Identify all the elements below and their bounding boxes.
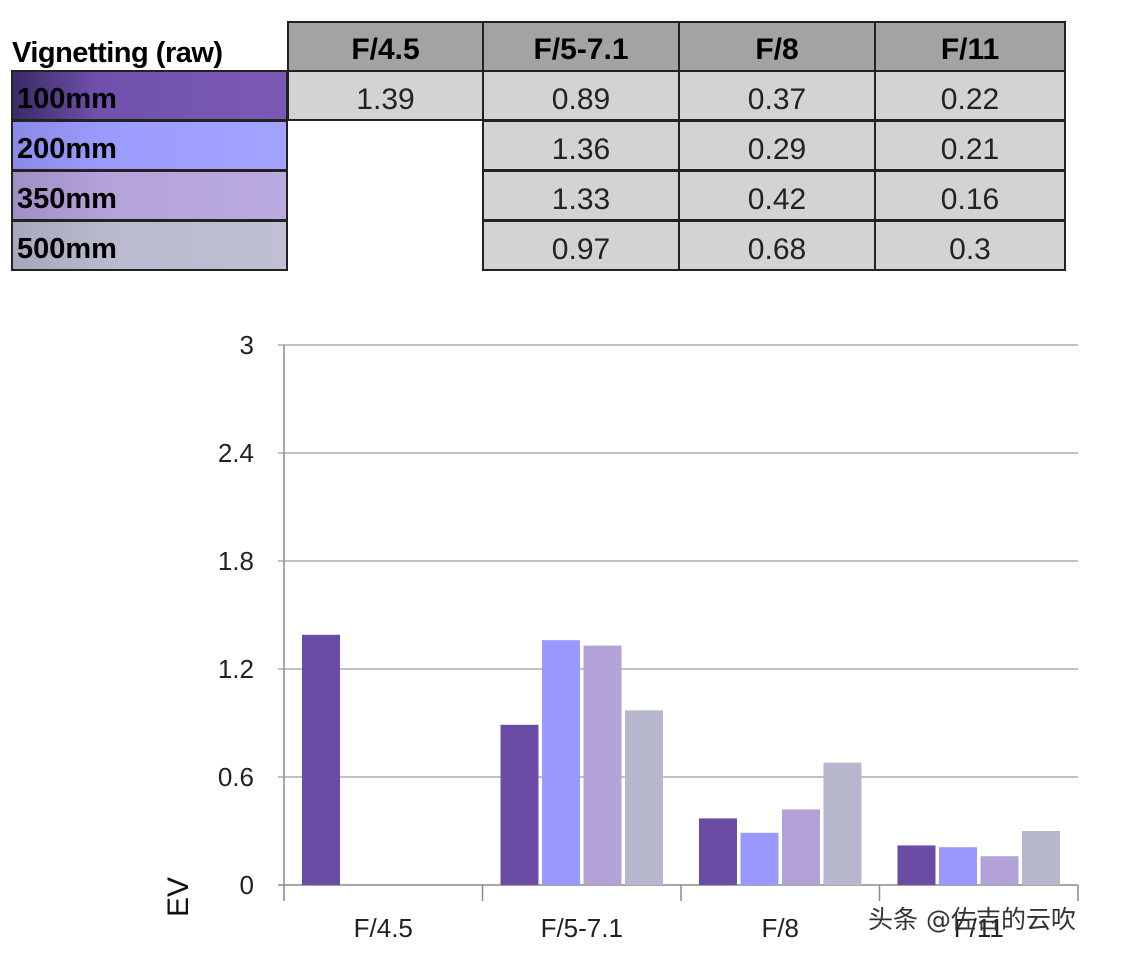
x-tick-label: F/5-7.1 <box>541 913 623 943</box>
watermark-text: 头条 @佐吉的云吹 <box>868 905 1076 934</box>
bar-100mm-f45 <box>302 634 340 885</box>
cell-100mm-f11: 0.22 <box>874 70 1066 121</box>
bar-350mm-f8 <box>782 809 820 885</box>
header-f5-7-1: F/5-7.1 <box>482 21 680 72</box>
cell-200mm-f8: 0.29 <box>678 120 876 171</box>
bar-200mm-f8 <box>740 832 779 885</box>
header-f8: F/8 <box>678 21 876 72</box>
bar-200mm-f11 <box>939 847 977 885</box>
bar-100mm-f8 <box>699 818 737 885</box>
bar-100mm-f571 <box>500 724 539 885</box>
x-tick-label: F/4.5 <box>354 913 413 943</box>
y-axis-title: EV <box>162 877 195 917</box>
gridlines <box>278 344 1078 778</box>
cell-200mm-f5-7-1: 1.36 <box>482 120 680 171</box>
bar-350mm-f11 <box>980 856 1019 885</box>
row-label-350mm: 350mm <box>11 170 288 221</box>
bar-500mm-f8 <box>823 762 862 885</box>
y-tick-label: 0.6 <box>218 762 254 792</box>
header-f4-5: F/4.5 <box>287 21 484 72</box>
tick-labels: 0 0.6 1.2 1.8 2.4 3 F/4.5 F/5-7.1 F/8 F/11 <box>218 330 1004 943</box>
cell-500mm-f5-7-1: 0.97 <box>482 220 680 271</box>
y-tick-label: 1.2 <box>218 654 254 684</box>
cell-350mm-f11: 0.16 <box>874 170 1066 221</box>
y-tick-label: 3 <box>240 330 254 360</box>
bar-350mm-f571 <box>583 645 622 885</box>
table-title: Vignetting (raw) <box>12 36 223 69</box>
y-tick-label: 2.4 <box>218 438 254 468</box>
bar-500mm-f11 <box>1022 831 1060 885</box>
cell-200mm-f11: 0.21 <box>874 120 1066 171</box>
row-label-500mm: 500mm <box>11 220 288 271</box>
bar-100mm-f11 <box>897 845 936 885</box>
header-f11: F/11 <box>874 21 1066 72</box>
y-tick-label: 1.8 <box>218 546 254 576</box>
x-tick-label: F/8 <box>761 913 799 943</box>
bars <box>302 634 1060 885</box>
cell-500mm-f11: 0.3 <box>874 220 1066 271</box>
cell-500mm-f8: 0.68 <box>678 220 876 271</box>
row-label-200mm: 200mm <box>11 120 288 171</box>
x-tick-label: F/11 <box>954 913 1004 943</box>
axes <box>278 345 1079 901</box>
cell-350mm-f5-7-1: 1.33 <box>482 170 680 221</box>
bar-500mm-f571 <box>625 710 663 885</box>
cell-100mm-f8: 0.37 <box>678 70 876 121</box>
cell-350mm-f8: 0.42 <box>678 170 876 221</box>
cell-100mm-f4-5: 1.39 <box>287 70 484 121</box>
ev-bar-chart: 0 0.6 1.2 1.8 2.4 3 F/4.5 F/5-7.1 F/8 F/11 EV <box>162 330 1079 943</box>
row-label-100mm: 100mm <box>11 70 288 121</box>
y-tick-label: 0 <box>240 870 254 900</box>
cell-100mm-f5-7-1: 0.89 <box>482 70 680 121</box>
vignetting-table: Vignetting (raw) F/4.5 F/5-7.1 F/8 F/11 … <box>0 0 1130 280</box>
bar-200mm-f571 <box>542 640 580 885</box>
